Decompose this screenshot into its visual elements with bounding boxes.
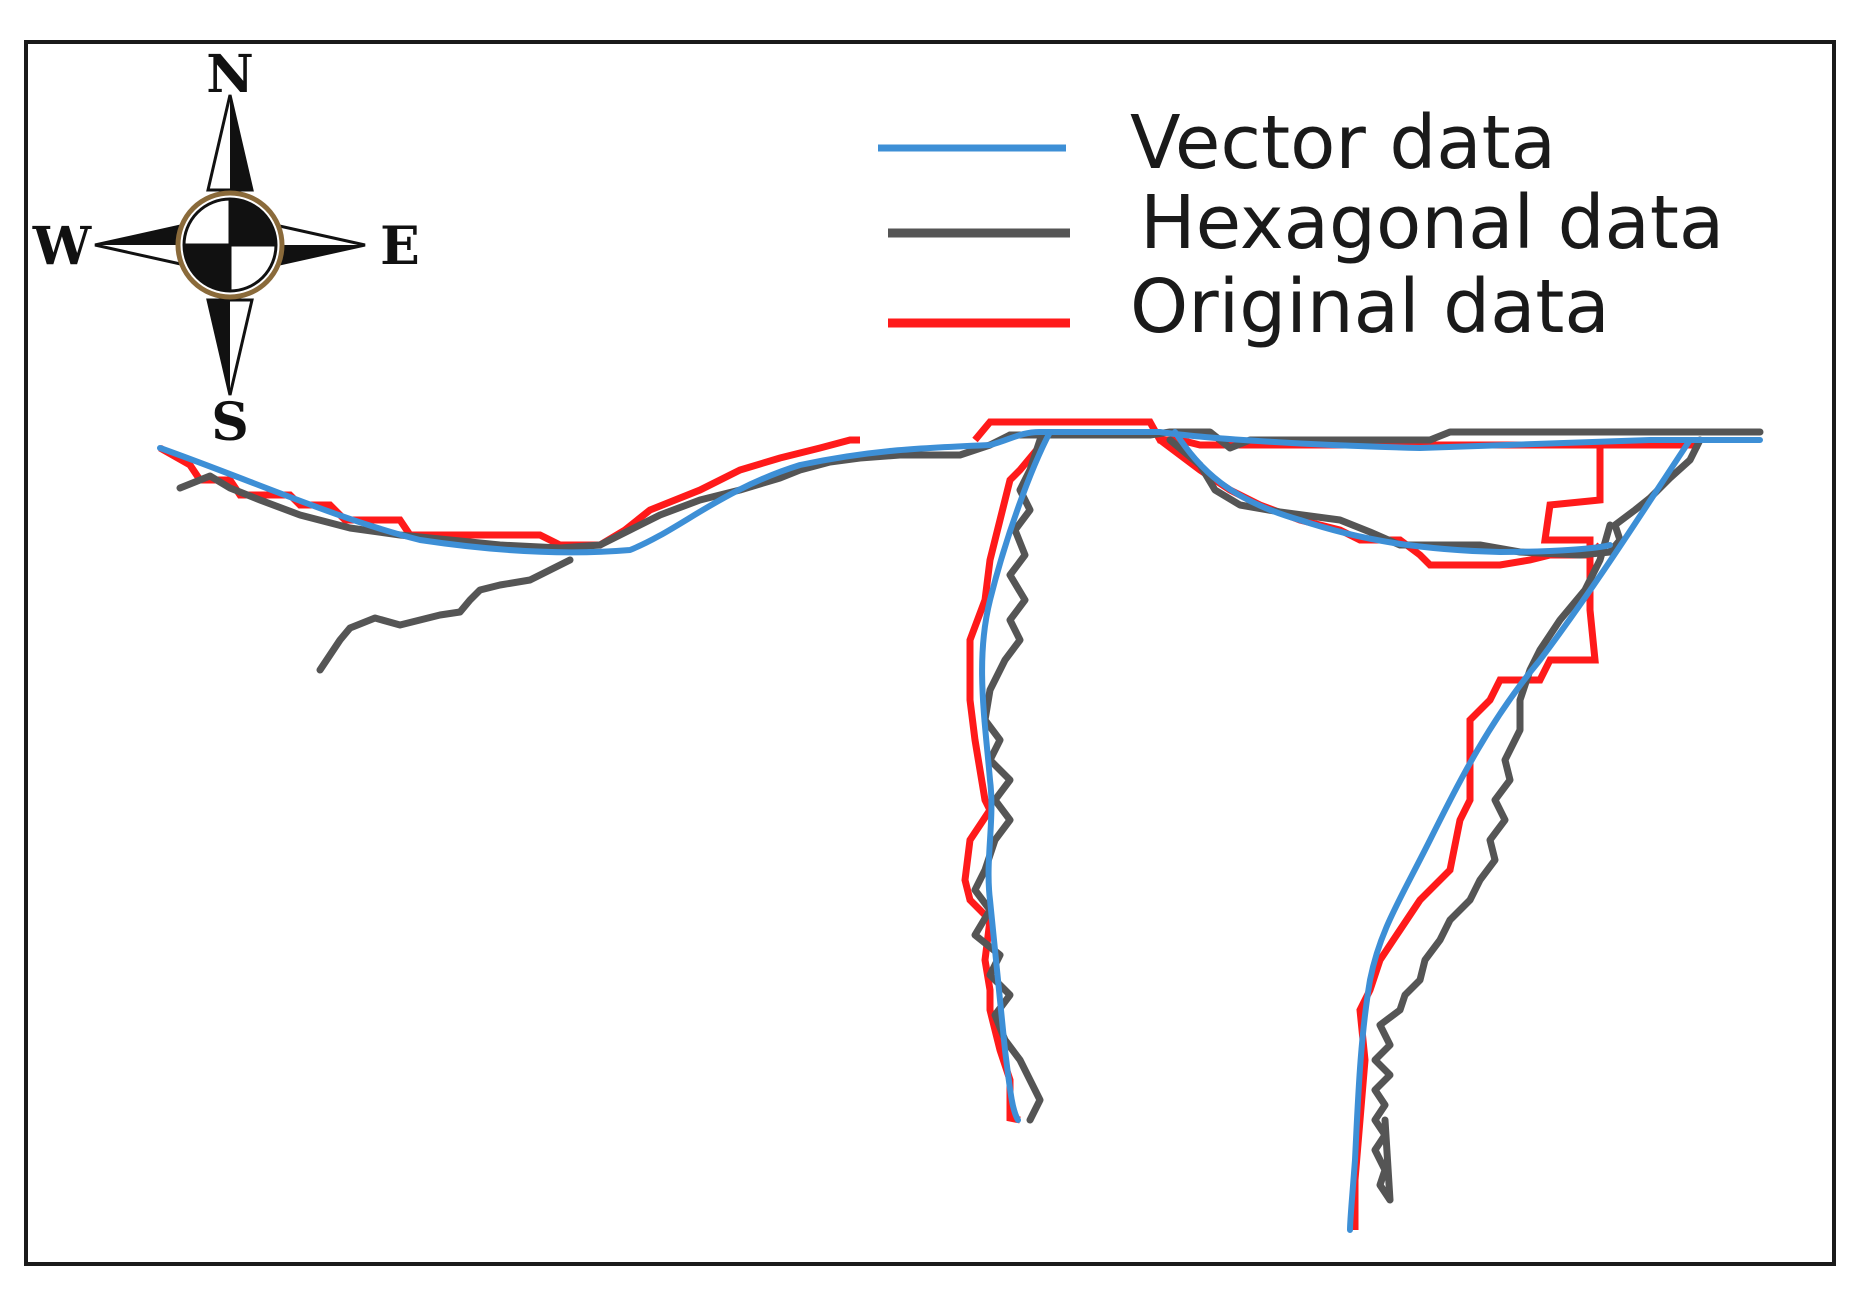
legend-label-hexagonal: Hexagonal data xyxy=(1140,180,1724,266)
compass-label-north: N xyxy=(206,44,254,105)
original-middle-branch xyxy=(961,437,1048,1124)
hexagonal-west-branch xyxy=(176,431,1014,552)
hexagonal-east-branch xyxy=(1371,521,1614,1204)
hexagonal-west-spur xyxy=(316,556,574,674)
legend-label-vector: Vector data xyxy=(1130,100,1556,186)
compass-label-south: S xyxy=(211,392,249,453)
hexagonal-data-lines xyxy=(176,428,1764,1204)
hexagonal-middle-branch xyxy=(971,436,1044,1124)
legend-label-original: Original data xyxy=(1130,264,1610,350)
vector-middle-branch xyxy=(979,429,1053,1123)
compass-rose-icon: N S E W xyxy=(32,44,420,453)
vector-west-branch xyxy=(157,429,1043,556)
original-east-branch xyxy=(1351,441,1700,1230)
compass-label-east: E xyxy=(380,216,420,277)
vector-data-lines xyxy=(157,429,1763,1233)
vector-east-branch xyxy=(1347,437,1693,1233)
vector-east-loop xyxy=(1172,429,1613,555)
compass-label-west: W xyxy=(32,216,93,277)
legend: Vector data Hexagonal data Original data xyxy=(878,100,1724,350)
